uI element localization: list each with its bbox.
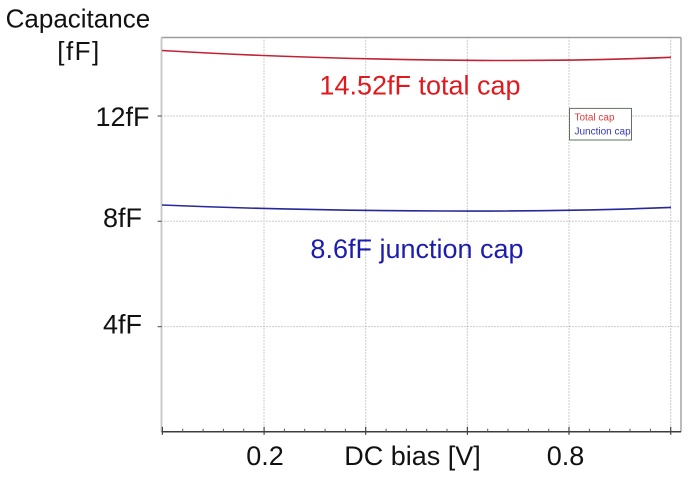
svg-text:12fF: 12fF — [95, 102, 149, 132]
svg-text:0.2: 0.2 — [246, 441, 284, 471]
svg-text:Total cap: Total cap — [575, 112, 615, 123]
svg-text:[fF]: [fF] — [57, 36, 101, 66]
svg-text:8.6fF junction cap: 8.6fF junction cap — [310, 234, 523, 264]
svg-text:4fF: 4fF — [103, 309, 142, 339]
svg-text:8fF: 8fF — [103, 203, 142, 233]
svg-text:DC bias [V]: DC bias [V] — [344, 441, 481, 471]
svg-text:0.8: 0.8 — [547, 441, 585, 471]
svg-text:Junction cap: Junction cap — [575, 126, 632, 137]
svg-text:14.52fF total cap: 14.52fF total cap — [319, 71, 520, 101]
svg-text:Capacitance: Capacitance — [6, 4, 151, 34]
